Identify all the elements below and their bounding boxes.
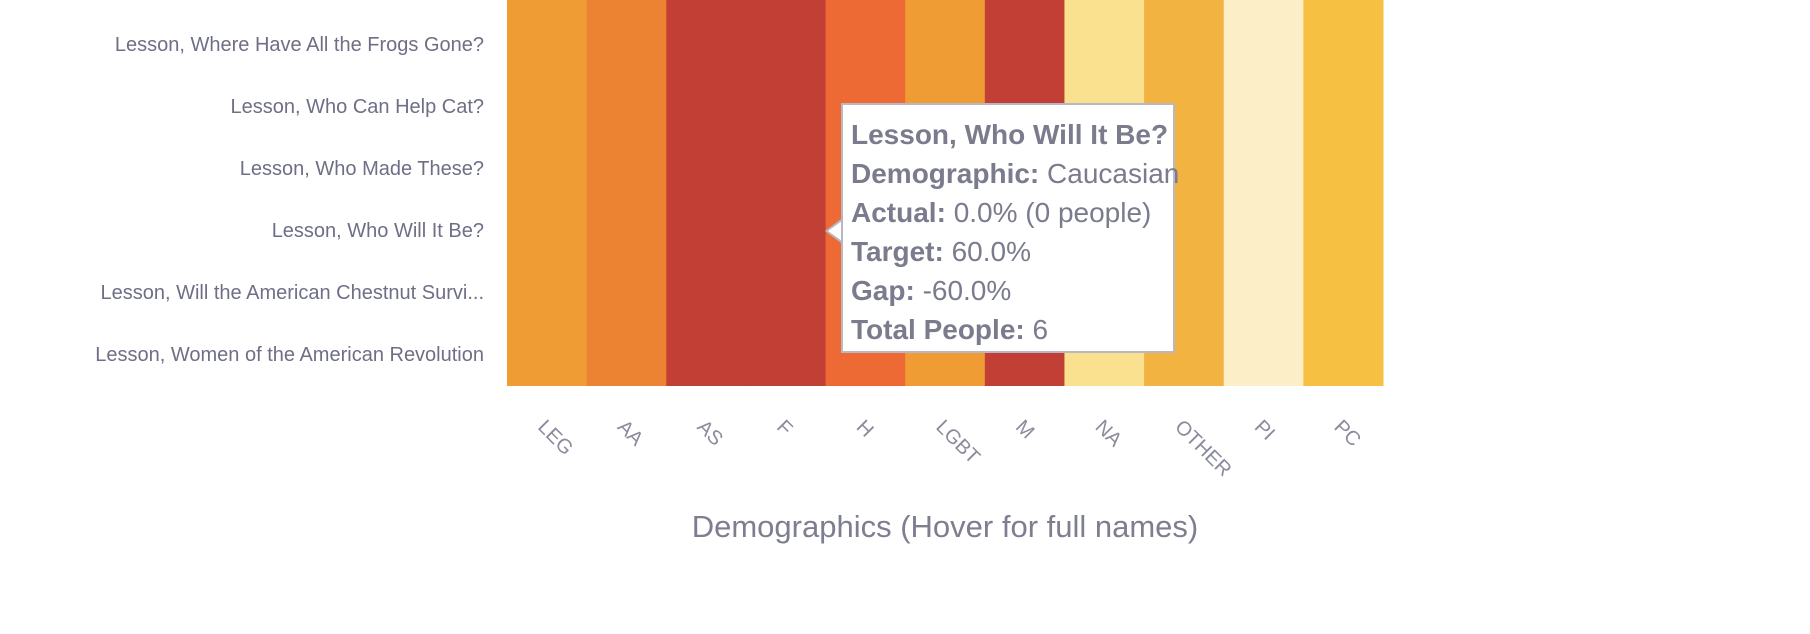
x-tick-label: AA [613,416,648,451]
heatmap-column-aa[interactable] [586,0,667,386]
y-tick-label: Lesson, Women of the American Revolution [95,344,484,366]
x-tick-label: F [772,416,796,440]
x-tick-label: OTHER [1170,416,1235,481]
x-tick-label: H [852,416,878,442]
heatmap-column-leg[interactable] [507,0,588,386]
x-tick-label: AS [693,416,727,450]
x-tick-label: LEG [533,416,577,460]
y-axis-labels: Lesson, Where Have All the Frogs Gone? Le… [95,34,484,366]
x-tick-label: M [1011,416,1038,443]
y-tick-label: Lesson, Will the American Chestnut Survi… [101,282,485,304]
tooltip-title: Lesson, Who Will It Be? [851,119,1169,150]
y-tick-label: Lesson, Who Can Help Cat? [231,96,484,118]
y-tick-label: Lesson, Where Have All the Frogs Gone? [115,34,484,56]
x-tick-label: PC [1330,416,1365,451]
heatmap-column-pi[interactable] [1223,0,1304,386]
tooltip-arrow-fill [828,221,842,241]
heatmap-column-as[interactable] [666,0,747,386]
y-tick-label: Lesson, Who Will It Be? [272,220,484,242]
x-axis-title: Demographics (Hover for full names) [692,509,1199,544]
heatmap-column-pc[interactable] [1303,0,1384,386]
y-tick-label: Lesson, Who Made These? [240,158,484,180]
x-tick-label: LGBT [931,416,984,469]
tooltip-target: Target: 60.0% [851,236,1032,267]
heatmap-column-f[interactable] [745,0,827,386]
x-tick-label: PI [1250,416,1279,445]
tooltip-demographic: Demographic: Caucasian [851,158,1180,189]
tooltip-actual: Actual: 0.0% (0 people) [851,197,1152,228]
x-tick-label: NA [1091,416,1127,452]
tooltip-total-people: Total People: 6 [851,314,1049,345]
hover-tooltip: Lesson, Who Will It Be? Demographic: Cau… [841,103,1180,353]
tooltip-gap: Gap: -60.0% [851,275,1012,306]
x-axis-tick-labels: LEG AA AS F H LGBT M NA OTHER PI PC [533,416,1365,481]
